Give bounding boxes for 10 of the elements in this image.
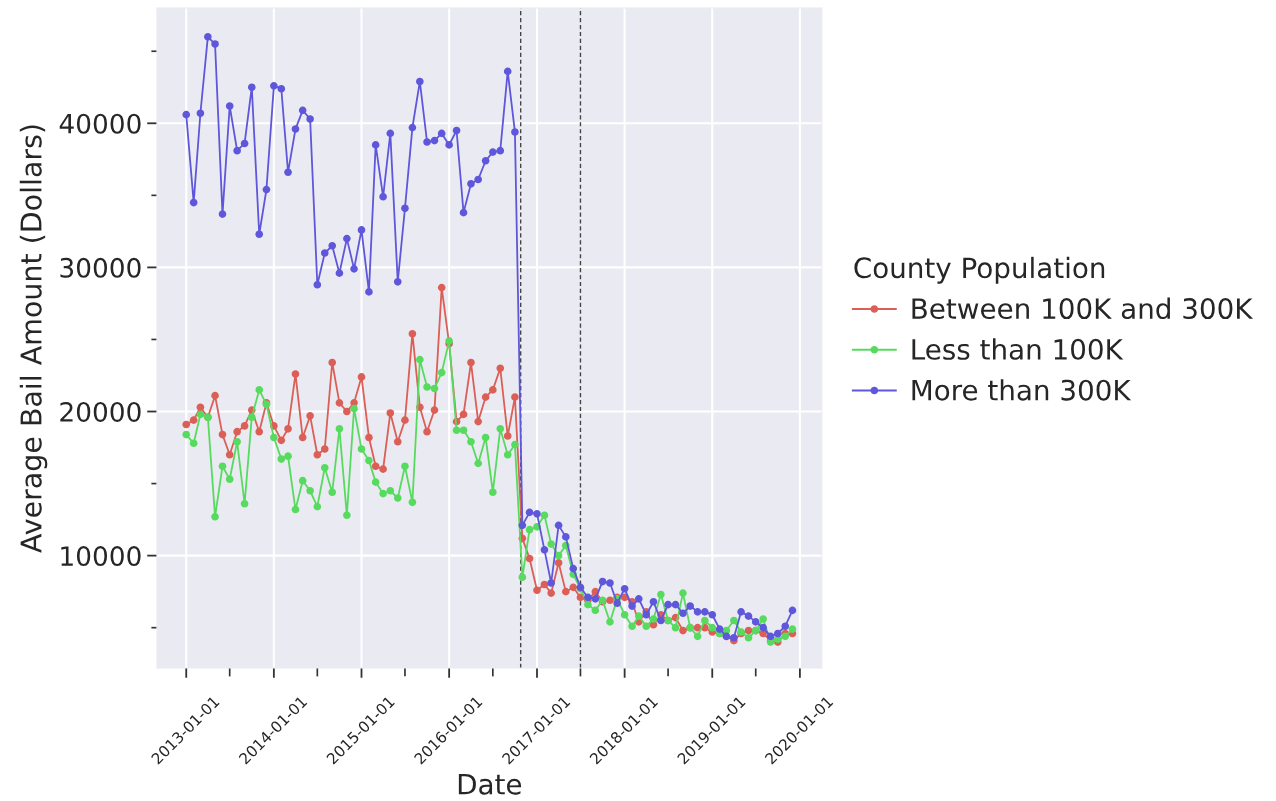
y-axis-title: Average Bail Amount (Dollars) <box>19 125 48 553</box>
legend-title: County Population <box>854 256 1105 284</box>
legend-label: More than 300K <box>912 379 1132 401</box>
y-tick-label: 10000 <box>61 546 141 567</box>
legend-label: Between 100K and 300K <box>912 297 1254 320</box>
y-tick-label: 30000 <box>60 257 141 278</box>
legend-label: Less than 100K <box>912 338 1124 360</box>
y-tick-label: 20000 <box>60 401 141 422</box>
x-axis-title: Date <box>458 774 522 795</box>
y-tick-label: 40000 <box>59 113 141 134</box>
